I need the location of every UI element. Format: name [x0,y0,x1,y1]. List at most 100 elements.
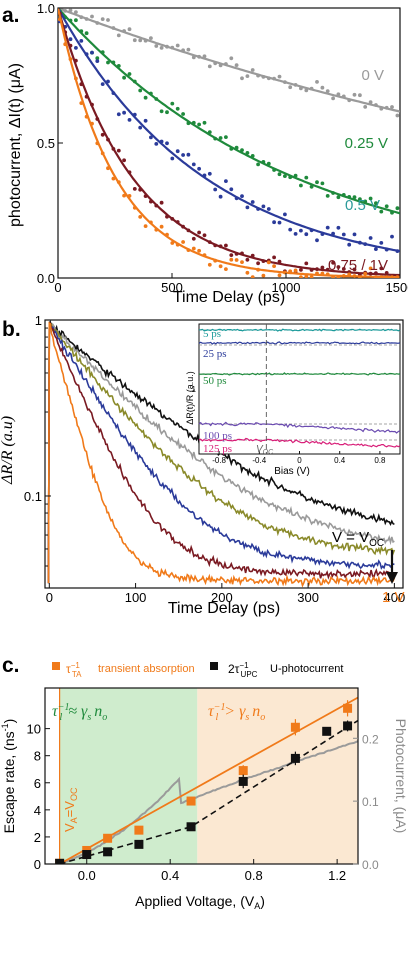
data-point [368,196,373,201]
legend-orange-text: transient absorption [98,663,195,675]
y-tick-label: 2 [34,830,41,845]
legend-orange-symbol: τ−1 TA [66,661,82,679]
upc-data-point [82,850,92,860]
data-point [170,101,175,106]
y-tick-label: 0 [34,857,41,872]
data-point [224,243,228,248]
inset-trace [198,437,401,448]
data-point [224,135,228,140]
x-tick-label: 200 [211,590,233,605]
data-point [331,260,335,265]
y-tick-label: 6 [34,776,41,791]
data-point [197,166,202,171]
data-point [240,148,244,153]
x-tick-label: 400 [384,590,406,605]
x-tick-label: 1.2 [328,868,346,883]
data-point [143,95,148,100]
data-point [229,187,234,192]
data-point [213,187,218,192]
shade-region-high [197,688,358,864]
data-point [315,180,319,185]
data-point [68,37,73,42]
data-point [320,265,325,270]
va-voc-label: VA=VOC [62,787,79,832]
data-point [304,232,309,237]
data-point [384,204,389,209]
panel-b-xlabel: Time Delay (ps) [168,600,280,617]
data-point [325,89,330,93]
data-point [256,261,260,266]
x-tick-label: 1000 [272,280,301,295]
data-point [79,39,84,43]
panel-b-ylabel: ΔR/R (a.u) [0,416,16,485]
x-tick-label: 100 [125,590,147,605]
x-tick-label: 0 [46,590,53,605]
y2-tick-label: 0.0 [362,858,379,872]
voc-arrow-head [386,572,398,584]
data-point [90,14,94,19]
data-point [347,242,352,247]
y-tick-label: 10 [27,722,41,737]
data-point [245,270,250,275]
data-point [304,274,309,278]
data-point [352,195,357,200]
panel-c: 0.0 0.4 0.8 1.2 0 2 4 6 8 10 0.0 0.1 0.2 c. τ−1 TA tr… [0,654,408,911]
end-label-1v: 1 V [382,589,405,606]
y-tick-label: 4 [34,803,41,818]
data-point [304,261,309,266]
data-point [191,246,196,251]
data-point [299,228,303,233]
upc-data-point [134,839,144,849]
data-point [95,56,100,61]
data-point [100,132,105,137]
inset-trace-label: 5 ps [203,328,221,340]
x-tick-label: 0.8 [245,868,263,883]
data-point [320,181,325,186]
data-point [277,172,282,177]
inset-y-tick-label: 1 [192,385,197,394]
data-point [352,267,357,272]
data-point [266,207,271,211]
data-point [159,109,164,114]
data-point [116,33,121,38]
data-point [304,175,309,180]
data-point [143,224,148,229]
x-tick-label: 0 [54,280,61,295]
data-point [299,183,303,188]
data-point [245,257,250,262]
data-point [106,60,110,65]
data-point [320,85,325,90]
data-point [395,206,400,211]
inset-x-tick-label: 0.8 [374,456,386,465]
data-point [197,122,202,127]
inset-x-tick-label: -0.4 [252,456,266,465]
panel-c-ylabel: Escape rate, (ns-1) [0,719,17,834]
data-point [186,47,191,52]
data-point [191,162,196,167]
data-point [395,113,400,118]
data-point [181,112,186,116]
legend-orange-marker [52,662,60,670]
panel-c-xlabel: Applied Voltage, (VA) [135,893,265,911]
data-point [138,125,143,130]
data-point [266,260,271,265]
y-tick-label: 0.0 [37,271,55,286]
panel-a-ylabel: photocurrent, ΔI(t) (μA) [7,63,24,227]
data-point [240,76,244,81]
y2-tick-label: 0.1 [362,795,379,809]
data-point [277,220,282,225]
data-point [159,200,164,205]
data-point [374,201,378,206]
data-point [154,44,159,48]
upc-data-point [238,776,248,786]
data-point [261,204,266,209]
ta-data-point [290,722,300,732]
upc-data-point [322,726,332,736]
data-point [149,135,153,140]
data-point [363,271,368,276]
data-point [181,240,186,244]
series-label-0v: 0 V [361,67,384,84]
data-point [202,120,207,125]
ta-data-point [238,766,248,776]
data-point [197,248,202,253]
